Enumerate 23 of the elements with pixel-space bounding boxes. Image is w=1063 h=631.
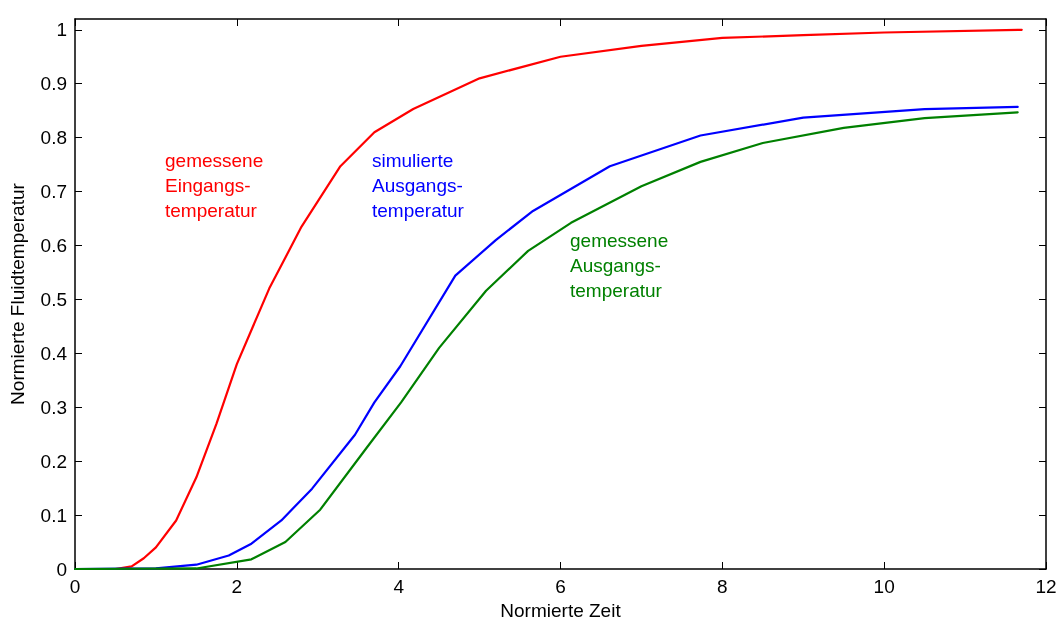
x-tick-label: 2 — [231, 576, 243, 597]
y-tick-label: 0 — [56, 558, 67, 580]
y-tick-label: 0.3 — [40, 396, 67, 418]
x-tick-label: 10 — [873, 576, 895, 597]
x-axis-title: Normierte Zeit — [500, 599, 622, 621]
y-tick-label: 0.8 — [40, 127, 67, 149]
annotation: simulierte Ausgangs- temperatur — [372, 150, 465, 221]
y-tick-label: 0.1 — [40, 504, 67, 526]
y-tick-label: 0.6 — [40, 234, 67, 256]
x-tick-label: 8 — [717, 576, 728, 597]
y-tick-label: 0.2 — [40, 450, 67, 472]
x-tick-label: 12 — [1035, 576, 1057, 597]
x-tick-label: 4 — [393, 576, 405, 597]
y-tick-label: 0.5 — [40, 288, 67, 310]
y-axis-title: Normierte Fluidtemperatur — [7, 182, 28, 405]
y-tick-label: 0.7 — [40, 181, 67, 203]
x-tick-label: 6 — [555, 576, 566, 597]
y-tick-label: 1 — [56, 19, 67, 41]
y-tick-label: 0.9 — [40, 73, 67, 95]
y-tick-label: 0.4 — [40, 342, 68, 364]
annotation: gemessene Ausgangs- temperatur — [570, 230, 669, 301]
x-tick-label: 0 — [69, 576, 81, 597]
annotation: gemessene Eingangs- temperatur — [165, 150, 264, 221]
